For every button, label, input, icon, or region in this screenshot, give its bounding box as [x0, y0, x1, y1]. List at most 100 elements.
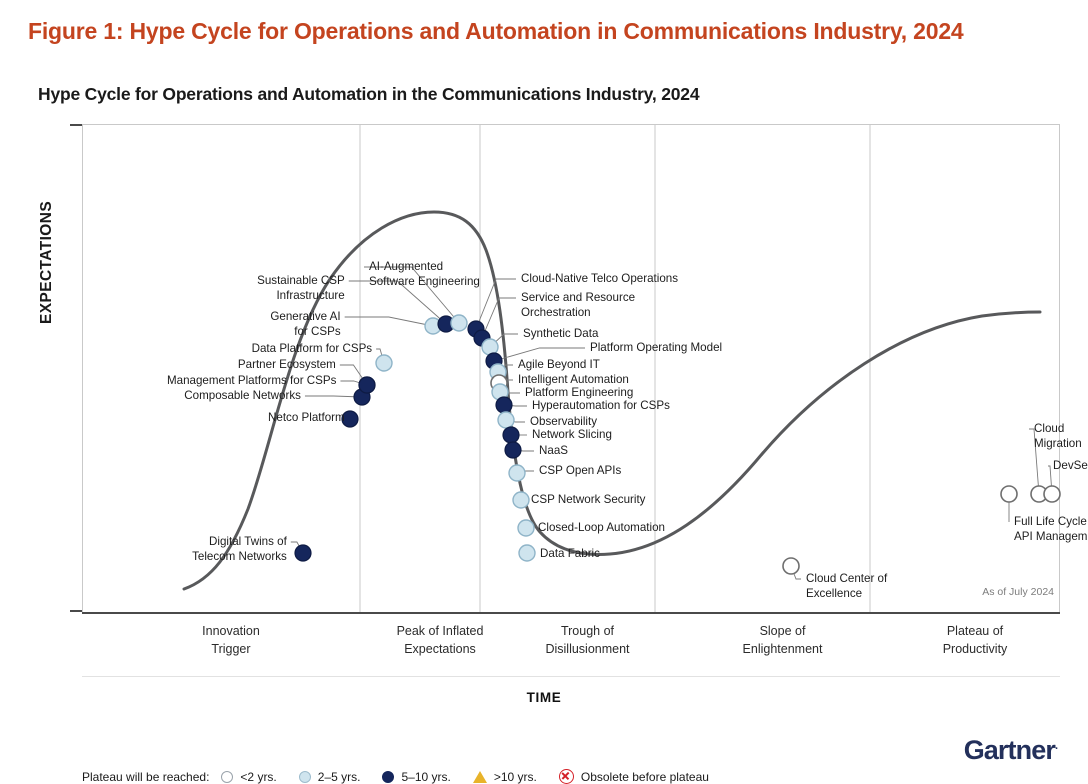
- leader-line-10: [481, 297, 516, 339]
- y-axis-tick-bottom: [70, 610, 83, 612]
- legend-item-3: >10 yrs.: [472, 769, 537, 784]
- hype-curve-svg: Digital Twins of Telecom Networks — 5–10…: [182, 124, 1061, 612]
- legend-item-4: Obsolete before plateau: [558, 769, 709, 784]
- legend-marker-circle-light-blue: [298, 770, 311, 783]
- technology-dot[interactable]: CSP Open APIs — 2–5 yrs.: [508, 464, 526, 482]
- technology-label: Hyperautomation for CSPs: [532, 399, 670, 414]
- leader-line-8: [364, 266, 460, 324]
- legend-label: <2 yrs.: [240, 769, 277, 784]
- gartner-logo: Gartner.: [964, 735, 1058, 766]
- technology-label: Management Platforms for CSPs: [62, 374, 336, 389]
- technology-label-line: Composable Networks: [184, 389, 301, 402]
- technology-label: Generative AI for CSPs: [62, 310, 341, 340]
- technology-label: Netco Platform: [62, 411, 345, 426]
- technology-label-line: Software Engineering: [369, 274, 480, 288]
- technology-label-line: Sustainable CSP: [257, 274, 345, 287]
- phase-label-line2: Productivity: [942, 642, 1008, 657]
- phase-label-line1: Innovation: [202, 624, 260, 638]
- technology-label-line: API Management: [1014, 529, 1088, 543]
- hype-cycle-chart-card: Hype Cycle for Operations and Automation…: [22, 72, 1088, 784]
- technology-label-line: Telecom Networks: [192, 549, 287, 563]
- technology-label: CSP Network Security: [531, 493, 645, 508]
- y-axis-tick-top: [70, 124, 83, 126]
- technology-label: Synthetic Data: [523, 327, 598, 342]
- phase-label-4: Plateau of Productivity: [890, 622, 1060, 658]
- technology-dot[interactable]: Network Slicing — 5–10 yrs.: [502, 426, 520, 444]
- technology-dots: Digital Twins of Telecom Networks — 5–10…: [294, 314, 1061, 575]
- technology-label: Network Slicing: [532, 428, 612, 443]
- gartner-wordmark: Gartner: [963, 735, 1056, 765]
- technology-label-line: Generative AI: [270, 310, 341, 323]
- technology-dot[interactable]: Hyperautomation for CSPs — 5–10 yrs.: [495, 396, 513, 414]
- x-axis-baseline: [82, 612, 1060, 614]
- technology-dot[interactable]: Closed-Loop Automation — 2–5 yrs.: [517, 519, 535, 537]
- technology-label-line: Orchestration: [521, 305, 591, 319]
- phase-label-3: Slope of Enlightenment: [675, 622, 890, 658]
- technology-label-line: Hyperautomation for CSPs: [532, 399, 670, 412]
- technology-dot[interactable]: Cloud Center of Excellence — <2 yrs.: [782, 557, 800, 575]
- leader-lines: [290, 266, 1053, 580]
- technology-label-line: Cloud-Native Telco Operations: [521, 272, 679, 285]
- technology-label-line: AI-Augmented: [369, 260, 444, 273]
- technology-label: Platform Engineering: [525, 386, 633, 401]
- y-axis-label: EXPECTATIONS: [38, 200, 55, 324]
- phase-label-line2: Disillusionment: [545, 642, 630, 657]
- technology-dot[interactable]: Observability — 2–5 yrs.: [497, 411, 515, 429]
- technology-label-line: Synthetic Data: [523, 327, 599, 340]
- leader-line-6: [344, 316, 434, 327]
- technology-dot[interactable]: Data Platform for CSPs — 2–5 yrs.: [375, 354, 393, 372]
- legend-label: >10 yrs.: [493, 769, 537, 784]
- technology-label-line: Platform Operating Model: [590, 341, 723, 354]
- technology-label: AI-Augmented Software Engineering: [369, 260, 480, 290]
- technology-label-line: Full Life Cycle: [1014, 515, 1087, 528]
- technology-dot[interactable]: DevSecOps — <2 yrs.: [1043, 485, 1061, 503]
- technology-label-line: Data Platform for CSPs: [251, 342, 373, 355]
- technology-dot[interactable]: CSP Network Security — 2–5 yrs.: [512, 491, 530, 509]
- technology-label-line: Service and Resource: [521, 291, 636, 304]
- phase-label-line2: Expectations: [404, 642, 476, 657]
- legend-item-2: 5–10 yrs.: [382, 769, 451, 784]
- figure-caption: Figure 1: Hype Cycle for Operations and …: [28, 18, 964, 44]
- phase-label-line1: Slope of: [759, 624, 806, 638]
- technology-dot[interactable]: Full Life Cycle API Management — <2 yrs.: [1000, 485, 1018, 503]
- leader-line-9: [475, 278, 516, 330]
- technology-label-line: Data Fabric: [540, 547, 600, 560]
- leader-line-26: [1029, 428, 1040, 495]
- technology-label: Cloud Migration: [1034, 422, 1082, 452]
- as-of-date: As of July 2024: [982, 586, 1054, 598]
- technology-label-line: Infrastructure: [276, 288, 345, 302]
- technology-label: Partner Ecosystem: [62, 358, 336, 373]
- legend-prefix: Plateau will be reached:: [82, 769, 210, 784]
- technology-label: Observability: [530, 415, 597, 430]
- technology-label-line: CSP Network Security: [531, 493, 646, 506]
- plot-frame: EXPECTATIONS As of July 2024 Digital Twi…: [38, 124, 1088, 677]
- technology-label-line: Migration: [1034, 436, 1082, 450]
- y-axis-line: [82, 124, 83, 612]
- technology-dot[interactable]: Data Fabric — 2–5 yrs.: [518, 544, 536, 562]
- x-axis-label: TIME: [526, 690, 562, 705]
- technology-label-line: Platform Engineering: [525, 386, 634, 399]
- technology-label-line: Network Slicing: [532, 428, 612, 441]
- legend: Plateau will be reached: <2 yrs. 2–5 yrs.…: [82, 769, 731, 784]
- technology-label: Service and Resource Orchestration: [521, 291, 635, 321]
- technology-label: Intelligent Automation: [518, 373, 629, 388]
- phase-label-0: Innovation Trigger: [82, 622, 380, 658]
- phase-divider-lines: [359, 124, 871, 612]
- legend-label: Obsolete before plateau: [580, 769, 709, 784]
- legend-label: 5–10 yrs.: [401, 769, 451, 784]
- technology-label: NaaS: [539, 444, 568, 459]
- technology-dot[interactable]: Partner Ecosystem — 5–10 yrs.: [358, 376, 376, 394]
- legend-marker-circle-x-red: [558, 769, 574, 784]
- legend-item-1: 2–5 yrs.: [298, 769, 361, 784]
- legend-label: 2–5 yrs.: [317, 769, 361, 784]
- technology-dot[interactable]: AI-Augmented Software Engineering — 2–5 …: [450, 314, 468, 332]
- technology-label-line: CSP Open APIs: [539, 464, 622, 477]
- technology-dot[interactable]: NaaS — 5–10 yrs.: [504, 441, 522, 459]
- technology-label-line: Digital Twins of: [209, 535, 287, 548]
- technology-label-line: Cloud Center of: [806, 572, 888, 585]
- technology-dot[interactable]: Digital Twins of Telecom Networks — 5–10…: [294, 544, 312, 562]
- technology-label-line: NaaS: [539, 444, 569, 457]
- technology-dot[interactable]: Netco Platform — 5–10 yrs.: [341, 410, 359, 428]
- phase-label-line2: Trigger: [211, 642, 251, 657]
